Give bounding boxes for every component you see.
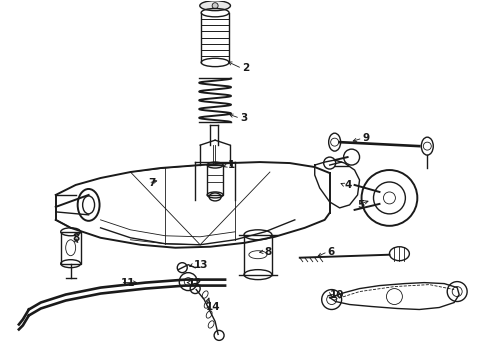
Text: 2: 2 <box>242 63 249 73</box>
Bar <box>61 232 81 264</box>
Text: 10: 10 <box>330 289 344 300</box>
Text: 14: 14 <box>206 302 221 311</box>
Text: 1: 1 <box>228 160 235 170</box>
Text: 6: 6 <box>328 247 335 257</box>
Circle shape <box>212 3 218 9</box>
Bar <box>207 165 223 195</box>
Text: 11: 11 <box>121 278 135 288</box>
Text: 9: 9 <box>363 133 369 143</box>
Text: 4: 4 <box>344 180 352 190</box>
Text: 7: 7 <box>148 178 156 188</box>
Text: 13: 13 <box>194 260 209 270</box>
Text: 8: 8 <box>264 247 271 257</box>
Text: 5: 5 <box>358 200 365 210</box>
Text: 3: 3 <box>240 113 247 123</box>
Text: 12: 12 <box>188 278 203 288</box>
Ellipse shape <box>200 1 230 11</box>
Text: 8: 8 <box>73 233 80 243</box>
